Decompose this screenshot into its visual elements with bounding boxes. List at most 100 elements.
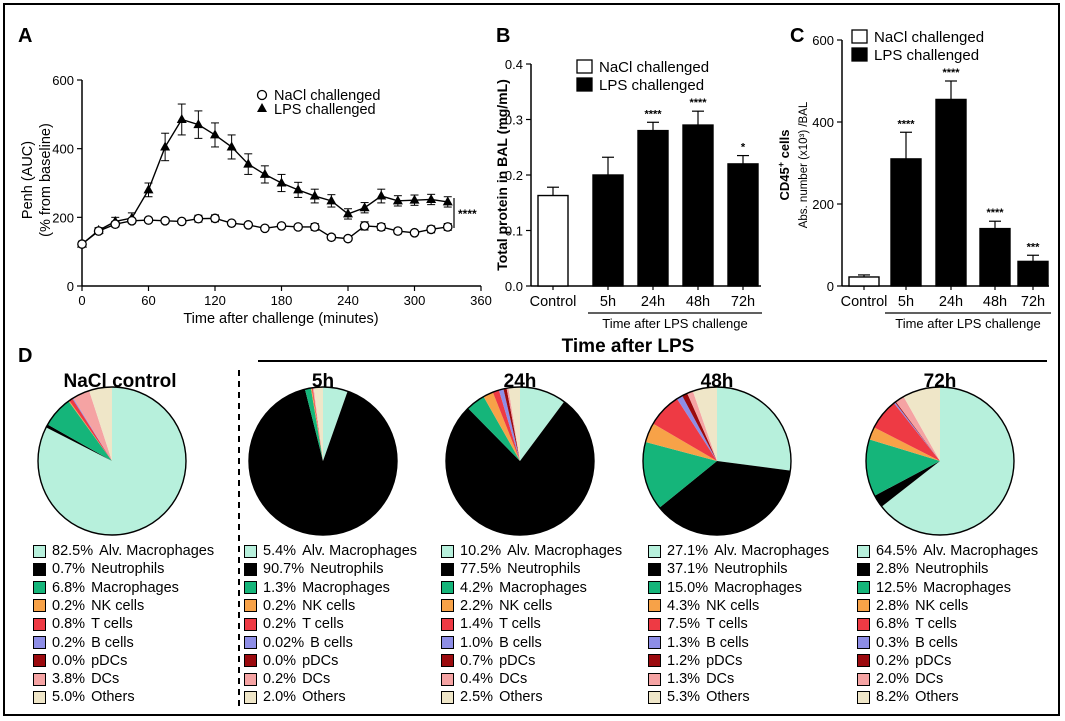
x-tick-label-a: 300 (404, 293, 426, 308)
legend-percent: 3.8% (52, 671, 86, 688)
pie-outline (865, 386, 1015, 536)
legend-row: 0.2% pDCs (857, 653, 951, 669)
legend-row: 2.8% NK cells (857, 598, 968, 614)
legend-label-lps: LPS challenged (274, 102, 376, 118)
x-tick-label-b: 24h (641, 294, 665, 310)
pie-outline (642, 386, 792, 536)
legend-swatch (244, 599, 257, 613)
legend-category: pDCs (499, 652, 536, 669)
legend-row: 2.5% Others (441, 689, 543, 705)
data-point-lps (210, 129, 220, 139)
x-tick-label-a: 0 (78, 293, 85, 308)
y-axis-title-c-sup: + (776, 162, 786, 167)
data-point-lps (293, 184, 304, 194)
legend-percent: 1.4% (460, 616, 494, 633)
legend-swatch (648, 636, 661, 649)
y-tick-label-a: 0 (67, 279, 74, 294)
pie-slice-t-cells (311, 387, 323, 461)
y-tick-label-b: 0.4 (505, 57, 523, 72)
legend-swatch (33, 617, 46, 631)
legend-swatch (857, 562, 870, 576)
legend-swatch (857, 581, 870, 595)
bar-48h (682, 124, 714, 287)
legend-category: Others (499, 689, 543, 706)
legend-swatch (857, 544, 870, 558)
legend-swatch (244, 672, 257, 686)
pie-slice-pdcs (895, 401, 940, 461)
y-tick-label-a: 600 (52, 73, 74, 88)
pie-outline (445, 386, 595, 536)
legend-percent: 0.2% (263, 616, 297, 633)
y-axis-label-a: Penh (AUC) (20, 141, 36, 219)
legend-swatch (648, 581, 661, 595)
legend-category: Macrophages (302, 579, 390, 596)
legend-swatch (857, 654, 870, 668)
x-axis-label-c: Time after LPS challenge (895, 316, 1040, 331)
legend-percent: 6.8% (876, 616, 910, 633)
data-point-nacl (226, 218, 237, 229)
legend-row: 27.1% Alv. Macrophages (648, 543, 829, 559)
legend-percent: 1.3% (667, 671, 701, 688)
legend-category: Others (706, 689, 750, 706)
legend-row: 4.3% NK cells (648, 598, 759, 614)
legend-row: 1.0% B cells (441, 635, 542, 651)
legend-row: 0.7% pDCs (441, 653, 535, 669)
figure-frame (3, 3, 1060, 716)
significance-b: * (741, 142, 746, 154)
legend-percent: 77.5% (460, 561, 502, 578)
legend-row: 0.3% B cells (857, 635, 958, 651)
data-point-nacl (442, 222, 453, 232)
legend-category: Neutrophils (91, 561, 165, 578)
legend-category: B cells (706, 634, 749, 651)
x-tick-label-b: 72h (731, 294, 755, 310)
pie-title: 72h (924, 371, 957, 392)
data-point-lps (276, 177, 287, 187)
x-tick-label-a: 60 (141, 293, 155, 308)
pie-slice-t-cells (874, 403, 940, 461)
panel-label-a: A (18, 25, 32, 47)
legend-swatch-nacl (851, 29, 868, 44)
legend-row: 7.5% T cells (648, 616, 748, 632)
legend-row: 12.5% Macrophages (857, 580, 1011, 596)
pie-slice-others (89, 387, 112, 461)
legend-percent: 0.0% (263, 652, 297, 669)
legend-percent: 1.3% (667, 634, 701, 651)
pie-slice-alv-macrophages (38, 387, 186, 535)
pie-slice-b-cells (893, 402, 940, 461)
pie-outline (248, 386, 398, 536)
legend-row: 2.8% Neutrophils (857, 561, 988, 577)
legend-category: Alv. Macrophages (714, 543, 830, 559)
y-tick-label-b: 0.1 (505, 224, 523, 239)
pie-slice-b-cells (498, 388, 520, 461)
legend-row: 1.2% pDCs (648, 653, 742, 669)
legend-swatch (244, 581, 257, 595)
legend-swatch (648, 617, 661, 631)
legend-category: Macrophages (91, 579, 179, 596)
legend-swatch (857, 690, 870, 704)
legend-row: 2.2% NK cells (441, 598, 552, 614)
x-tick-label-b: 5h (600, 294, 616, 310)
pie-slice-macrophages (866, 439, 940, 496)
legend-swatch (441, 690, 454, 704)
bar-5h (592, 174, 624, 287)
legend-swatch (441, 654, 454, 668)
legend-percent: 0.2% (263, 597, 297, 614)
legend-percent: 90.7% (263, 561, 305, 578)
data-point-nacl (143, 215, 154, 225)
y-tick-label-b: 0.3 (505, 113, 523, 128)
panel-label-d: D (18, 345, 32, 367)
bar-5h (890, 158, 922, 287)
legend-swatch (441, 562, 454, 576)
legend-percent: 12.5% (876, 579, 918, 596)
x-tick-label-c: Control (841, 294, 888, 310)
y-tick-label-a: 200 (52, 210, 74, 225)
legend-category: B cells (915, 634, 958, 651)
legend-category: B cells (499, 634, 542, 651)
data-point-lps (160, 141, 171, 151)
pie-slice-pdcs (682, 393, 717, 461)
legend-percent: 2.0% (876, 671, 910, 688)
legend-category: Macrophages (499, 579, 587, 596)
legend-row: 1.3% Macrophages (244, 580, 390, 596)
panel-label-b: B (496, 25, 510, 47)
legend-category: Alv. Macrophages (99, 543, 215, 559)
